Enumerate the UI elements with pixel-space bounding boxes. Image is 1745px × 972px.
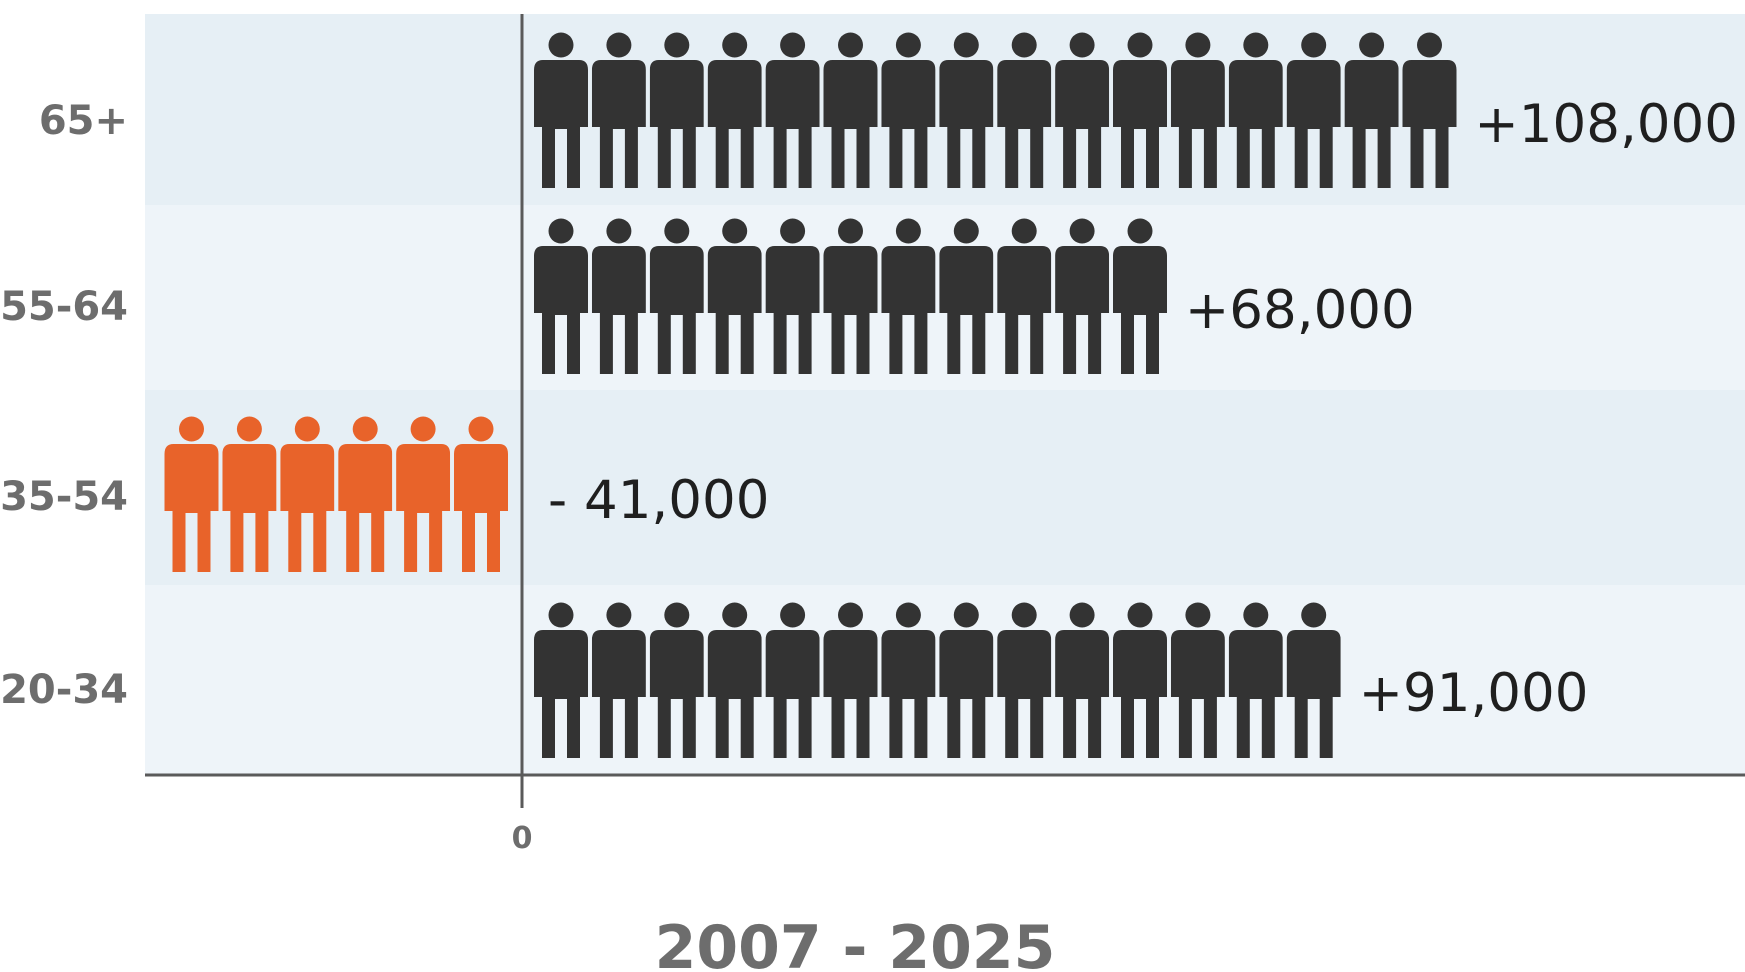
chart-row: 65+ +108,000	[39, 32, 1738, 188]
category-label: 65+	[39, 98, 128, 144]
axes	[145, 14, 1745, 808]
x-tick-label: 0	[512, 821, 533, 856]
value-label: +91,000	[1359, 663, 1589, 724]
x-axis-title: 2007 - 2025	[655, 913, 1056, 972]
chart-rows: 65+ +108,000 55-64 +68,000 35-54 - 41,000 20-3…	[0, 32, 1738, 758]
value-label: +68,000	[1185, 280, 1415, 341]
category-label: 55-64	[0, 284, 128, 330]
chart-row: 55-64 +68,000	[0, 218, 1415, 374]
category-label: 35-54	[0, 474, 128, 520]
value-label: - 41,000	[548, 470, 769, 531]
chart-row: 20-34 +91,000	[0, 602, 1589, 758]
category-label: 20-34	[0, 667, 128, 713]
chart-row: 35-54 - 41,000	[0, 416, 769, 572]
value-label: +108,000	[1474, 94, 1738, 155]
